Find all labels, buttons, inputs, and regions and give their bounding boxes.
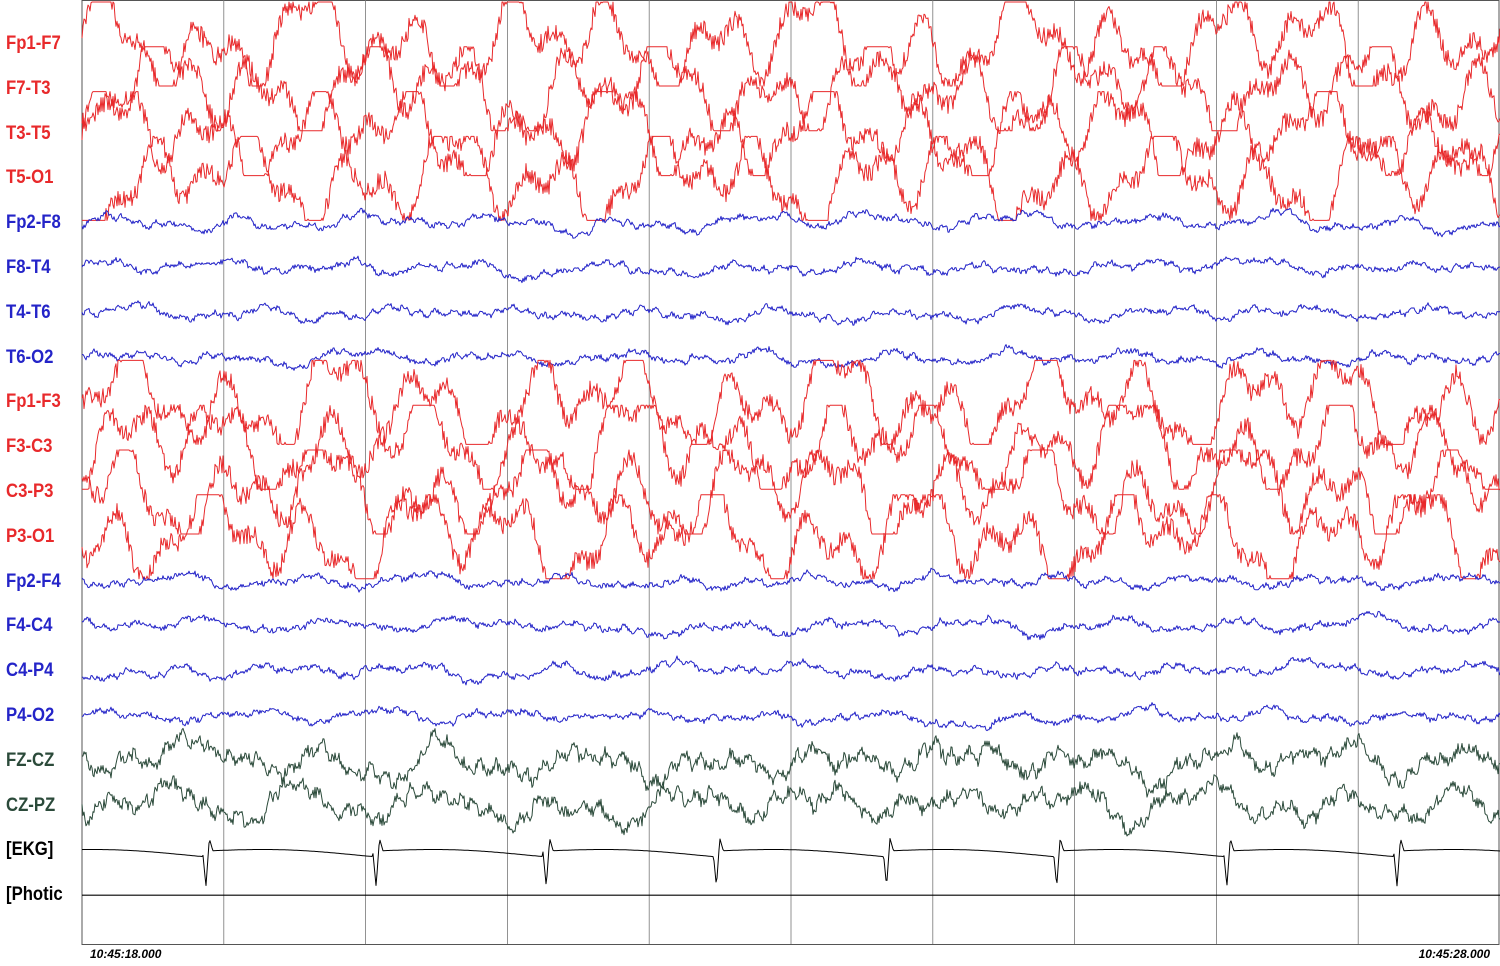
channel-label: T4-T6 (6, 301, 51, 323)
channel-label: Fp1-F7 (6, 33, 61, 54)
channel-trace (81, 838, 1500, 887)
channel-trace (81, 255, 1500, 284)
channel-label: F7-T3 (6, 77, 51, 99)
channel-label: Fp2-F8 (6, 212, 61, 234)
channel-trace (81, 91, 1500, 177)
time-start-label: 10:45:18.000 (90, 947, 162, 961)
channel-label: P4-O2 (6, 705, 55, 726)
channel-trace (81, 359, 1500, 445)
channel-label: C3-P3 (6, 481, 54, 502)
channel-label: [Photic (6, 884, 63, 906)
channel-trace (81, 1, 1500, 87)
channel-trace (82, 135, 1500, 221)
channel-trace (81, 449, 1500, 535)
channel-trace (81, 494, 1500, 580)
channel-label: F8-T4 (6, 257, 51, 278)
channel-label: T5-O1 (6, 167, 54, 189)
channel-trace (81, 344, 1500, 371)
channel-trace (81, 46, 1500, 132)
channel-label: C4-P4 (6, 660, 54, 682)
channel-trace (81, 567, 1500, 593)
channel-trace (81, 655, 1500, 686)
channel-label: Fp1-F3 (6, 391, 61, 413)
plot-frame (81, 0, 1500, 945)
channel-label: CZ-PZ (6, 794, 56, 816)
trace-layer (81, 1, 1500, 896)
channel-label: F3-C3 (6, 436, 53, 458)
channel-trace (81, 702, 1500, 732)
channel-label: T6-O2 (6, 346, 54, 368)
channel-label: FZ-CZ (6, 749, 55, 771)
channel-trace (81, 300, 1500, 326)
channel-trace (81, 610, 1500, 641)
channel-label: [EKG] (6, 839, 54, 861)
channel-label: T3-T5 (6, 122, 51, 144)
channel-label: F4-C4 (6, 615, 53, 637)
channel-trace (81, 727, 1500, 798)
channel-trace (81, 207, 1500, 239)
channel-trace (82, 404, 1500, 490)
channel-label: P3-O1 (6, 525, 55, 547)
time-end-label: 10:45:28.000 (1418, 947, 1490, 961)
channel-trace (81, 774, 1500, 837)
channel-label-column: Fp1-F7 F7-T3 T3-T5 T5-O1 Fp2-F8 F8-T4 T4-T6 T6-… (0, 0, 80, 966)
channel-label: Fp2-F4 (6, 570, 61, 592)
